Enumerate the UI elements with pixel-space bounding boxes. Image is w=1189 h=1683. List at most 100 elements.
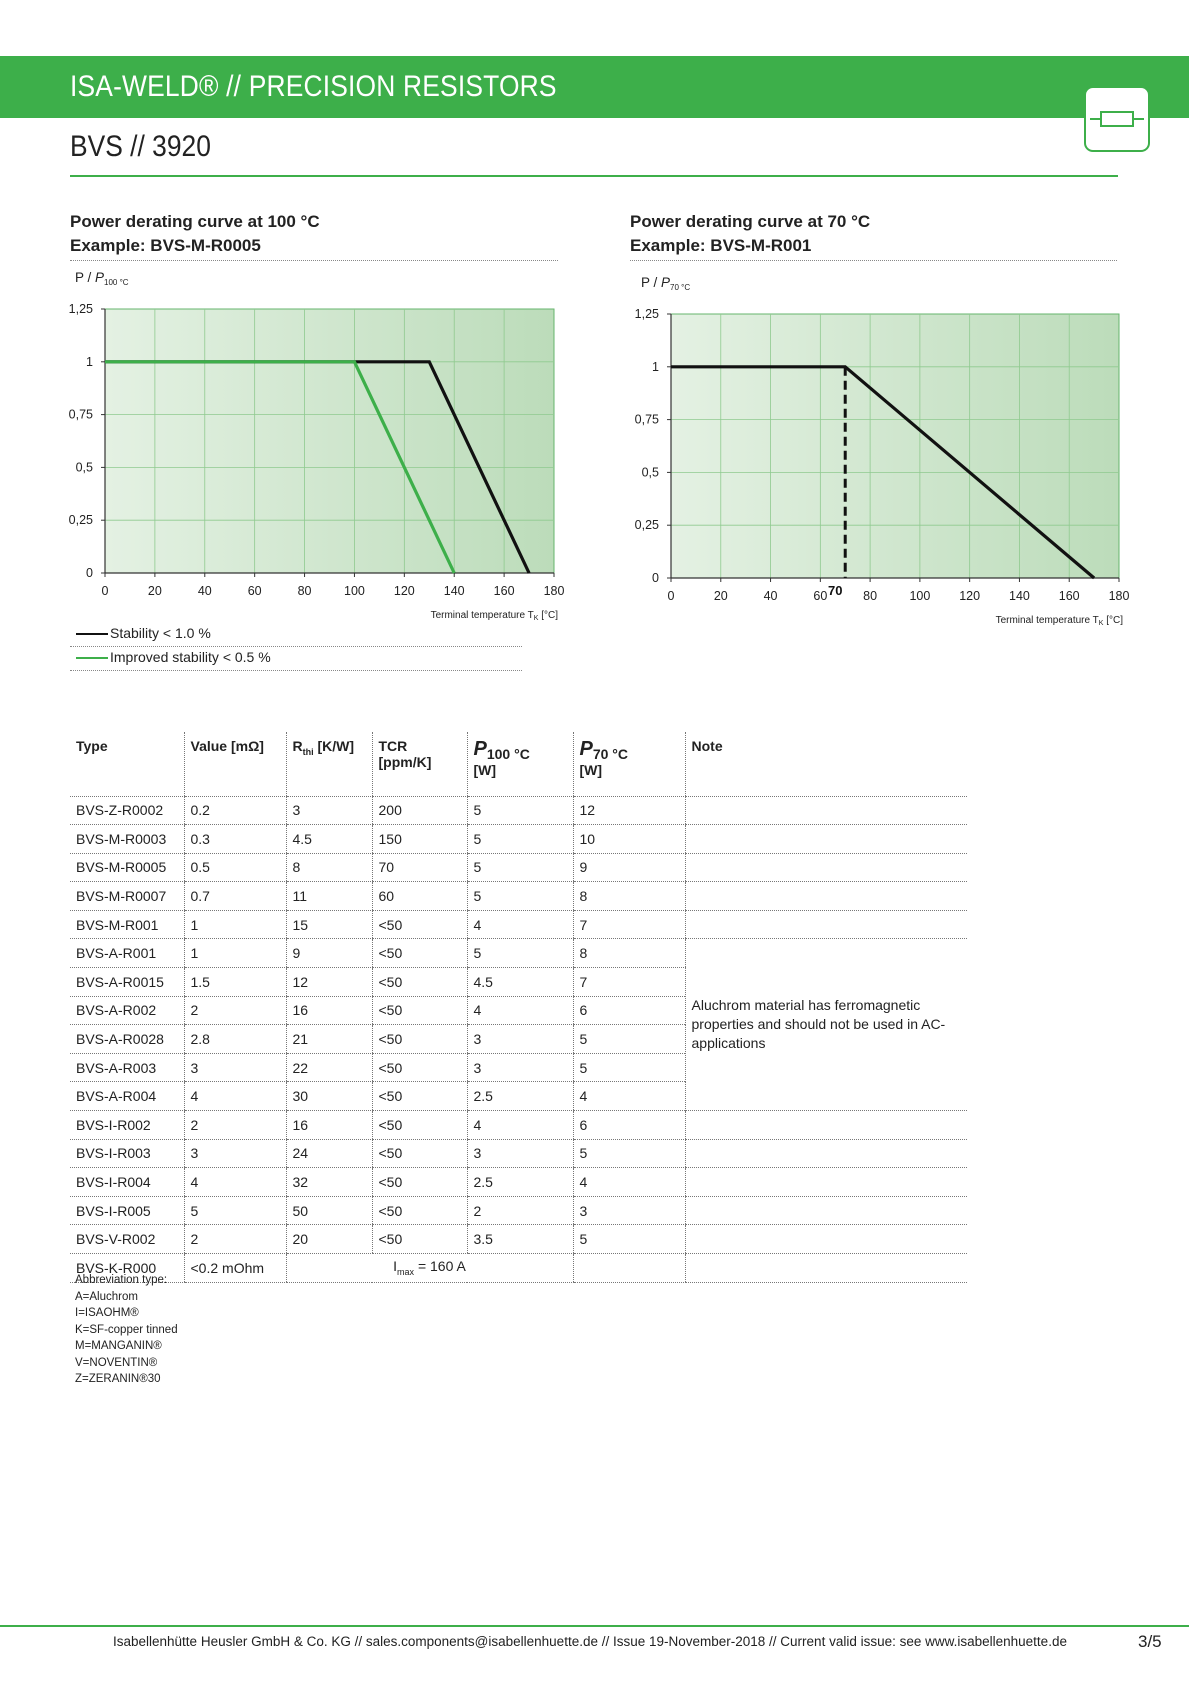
note-cell [684,1139,967,1169]
y-tick-label: 0,25 [635,518,659,532]
table-cell: 8 [572,938,685,969]
table-cell: 200 [371,796,467,826]
table-cell: BVS-K-R000 [70,1253,184,1283]
page-title: ISA-WELD® // PRECISION RESISTORS [70,70,557,103]
table-row: BVS-K-R000 <0.2 mOhm Imax = 160 A [70,1253,967,1283]
table-cell: 12 [572,796,685,826]
header-value: Value [mΩ] [183,732,286,797]
imax-cell: Imax = 160 A [285,1253,573,1283]
left-chart-title-line2: Example: BVS-M-R0005 [70,236,261,255]
table-cell: 20 [285,1224,372,1254]
left-derating-chart: 0 20 40 60 80 100 120 140 160 180 0 0,25 0,5 0,75 1 1,2… [69,270,565,622]
table-cell: <50 [371,1196,467,1226]
right-chart-divider [630,260,1117,261]
table-cell: 4.5 [466,967,573,997]
table-cell: BVS-M-R0007 [70,881,184,911]
x-tick-label: 80 [298,584,312,598]
table-cell: 1.5 [183,967,286,997]
x-tick-label: 80 [863,589,877,603]
table-cell: 21 [285,1024,372,1054]
x-tick-label: 180 [1109,589,1130,603]
table-cell: 24 [285,1139,372,1169]
table-cell: 3 [285,796,372,826]
table-cell: 0.3 [183,824,286,854]
table-cell: 70 [371,853,467,883]
table-cell: 15 [285,910,372,940]
legend-swatch-black [76,633,108,635]
header-p70: P70 °C [W] [572,732,685,797]
table-cell: BVS-M-R001 [70,910,184,940]
table-cell: <50 [371,1110,467,1140]
table-cell: <50 [371,996,467,1026]
abbreviation-item: I=ISAOHM® [75,1307,139,1319]
footer-text: Isabellenhütte Heusler GmbH & Co. KG // … [113,1634,1067,1649]
table-cell: 3 [572,1196,685,1226]
table-row: BVS-I-R003 3 24 <50 3 5 [70,1139,967,1169]
table-row: BVS-A-R002 2 16 <50 4 6 [70,996,967,1026]
note-cell [684,824,967,854]
table-cell: 2 [183,996,286,1026]
header-note: Note [684,732,967,797]
table-row: BVS-A-R004 4 30 <50 2.5 4 [70,1081,967,1112]
table-cell: 3 [183,1139,286,1169]
x-tick-label: 40 [764,589,778,603]
table-cell: 9 [285,938,372,969]
table-cell: <50 [371,1053,467,1083]
table-cell: 7 [572,967,685,997]
table-cell: <0.2 mOhm [183,1253,286,1283]
table-cell: 7 [572,910,685,940]
table-row: BVS-Z-R0002 0.2 3 200 5 12 [70,796,967,826]
x-tick-label: 20 [714,589,728,603]
x-tick-label: 140 [1009,589,1030,603]
x-tick-label: 100 [909,589,930,603]
table-cell: 5 [572,1224,685,1254]
table-cell: <50 [371,1139,467,1169]
table-cell: BVS-A-R004 [70,1081,184,1112]
legend-label: Stability < 1.0 % [110,625,211,641]
table-cell: 3 [466,1053,573,1083]
table-cell: 0.5 [183,853,286,883]
table-cell: 12 [285,967,372,997]
product-subtitle: BVS // 3920 [70,130,211,163]
table-cell: <50 [371,1024,467,1054]
y-tick-label: 1,25 [69,302,93,316]
note-cell [684,1167,967,1197]
x-tick-label: 60 [813,589,827,603]
x-tick-label: 180 [544,584,565,598]
y-tick-label: 0,75 [69,408,93,422]
legend-divider [70,670,522,671]
table-cell: 4 [466,996,573,1026]
x-tick-label: 20 [148,584,162,598]
table-cell: 5 [466,824,573,854]
page-number: 3/5 [1138,1632,1162,1651]
y-tick-label: 1 [652,360,659,374]
table-cell: 4 [183,1167,286,1197]
abbreviation-item: V=NOVENTIN® [75,1356,158,1369]
table-cell: BVS-A-R0028 [70,1024,184,1054]
table-row: BVS-M-R0005 0.5 8 70 5 9 [70,853,967,883]
x-tick-label: 60 [248,584,262,598]
table-cell: 2 [183,1110,286,1140]
legend-label: Improved stability < 0.5 % [110,649,271,665]
table-cell: 4 [183,1081,286,1112]
abbreviation-item: A=Aluchrom [75,1290,138,1303]
note-cell [684,853,967,883]
note-cell [684,1196,967,1226]
table-cell: BVS-V-R002 [70,1224,184,1254]
table-cell: 4 [572,1167,685,1197]
resistor-icon [1090,111,1144,127]
table-row: BVS-M-R001 1 15 <50 4 7 [70,910,967,940]
note-cell [684,1253,967,1283]
table-row: BVS-A-R001 1 9 <50 5 8 Aluchrom material has f… [70,938,967,1112]
table-cell: 2.5 [466,1081,573,1112]
table-cell: 16 [285,1110,372,1140]
table-cell: BVS-I-R004 [70,1167,184,1197]
table-cell: <50 [371,938,467,969]
table-cell: 5 [572,1139,685,1169]
right-chart-title: Power derating curve at 70 °C Example: B… [630,210,870,258]
plot-area [670,313,1120,579]
y-tick-label: 1 [86,355,93,369]
series-line [105,360,456,574]
x-tick-label: 120 [959,589,980,603]
table-cell: 9 [572,853,685,883]
